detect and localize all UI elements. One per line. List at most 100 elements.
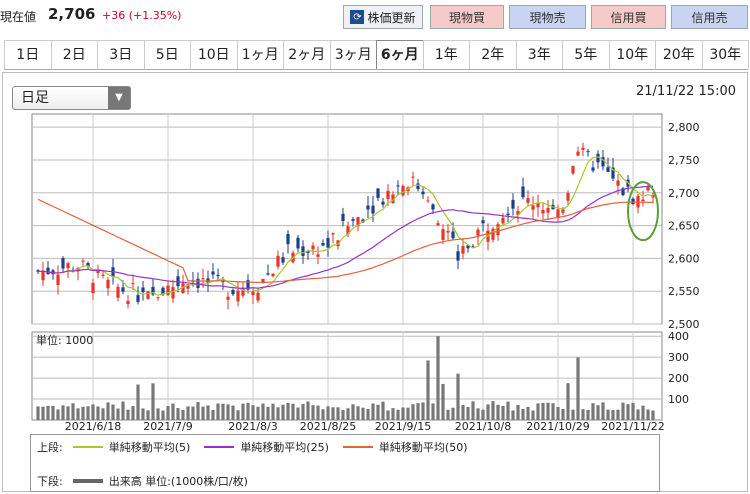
- tab-period[interactable]: 30年: [701, 40, 749, 69]
- candle-body: [346, 226, 350, 235]
- tab-period[interactable]: 5年: [562, 40, 610, 69]
- volume-bar: [106, 402, 110, 420]
- buy-spot-button[interactable]: 現物買: [430, 5, 504, 29]
- candle-body: [616, 180, 620, 186]
- tab-period[interactable]: 10日: [190, 40, 238, 69]
- legend-upper-label: 上段:: [37, 441, 63, 454]
- candle-body: [546, 207, 550, 213]
- tab-period[interactable]: 2年: [469, 40, 517, 69]
- volume-bar: [201, 406, 205, 420]
- volume-bar: [286, 403, 290, 420]
- tab-period[interactable]: 2日: [50, 40, 98, 69]
- volume-bar: [41, 406, 45, 420]
- candle-body: [496, 224, 500, 236]
- tab-period[interactable]: 5日: [143, 40, 191, 69]
- volume-bar: [481, 409, 485, 420]
- volume-bar: [311, 405, 315, 420]
- volume-bar: [241, 403, 245, 420]
- legend-item: 単純移動平均(25): [194, 439, 329, 455]
- tab-period[interactable]: 1ヶ月: [236, 40, 284, 69]
- candle-body: [426, 200, 430, 202]
- candle-body: [451, 231, 455, 239]
- volume-bar: [431, 403, 435, 420]
- volume-bar: [396, 409, 400, 420]
- volume-bar: [251, 405, 255, 420]
- candle-body: [306, 250, 310, 253]
- volume-bar: [246, 402, 250, 420]
- candle-body: [501, 217, 505, 224]
- volume-bar: [271, 403, 275, 420]
- volume-bar: [576, 357, 580, 420]
- candle-body: [216, 274, 220, 277]
- volume-bar: [116, 408, 120, 420]
- tab-period[interactable]: 20年: [655, 40, 703, 69]
- volume-bar: [421, 402, 425, 420]
- interval-select[interactable]: 日足 ▼: [12, 86, 131, 110]
- candle-body: [321, 243, 325, 246]
- candle-body: [491, 228, 495, 240]
- volume-bar: [216, 403, 220, 420]
- volume-bar: [206, 405, 210, 420]
- volume-bar: [526, 406, 530, 420]
- candle-body: [641, 199, 645, 202]
- volume-bar: [586, 409, 590, 420]
- volume-bar: [626, 404, 630, 420]
- candle-body: [46, 267, 50, 275]
- volume-bar: [566, 383, 570, 420]
- volume-bar: [131, 406, 135, 420]
- chart-legend: 上段: 単純移動平均(5) 単純移動平均(25) 単純移動平均(50) 下段: 出来…: [30, 434, 660, 492]
- candle-body: [276, 255, 280, 267]
- chart-datetime: 21/11/22 15:00: [636, 84, 736, 99]
- candle-body: [271, 273, 275, 277]
- candle-body: [586, 151, 590, 153]
- candle-body: [421, 191, 425, 195]
- candle-body: [171, 287, 175, 299]
- volume-bar: [511, 410, 515, 420]
- volume-bar: [86, 406, 90, 420]
- candle-body: [126, 300, 130, 305]
- candle-body: [476, 229, 480, 236]
- sell-margin-button[interactable]: 信用売: [671, 5, 748, 29]
- candle-body: [326, 237, 330, 248]
- candle-body: [511, 199, 515, 209]
- volume-bar: [441, 383, 445, 420]
- tab-period[interactable]: 2ヶ月: [283, 40, 331, 69]
- candle-body: [526, 198, 530, 203]
- candle-body: [366, 205, 370, 210]
- volume-bar: [291, 403, 295, 420]
- volume-bar: [101, 408, 105, 420]
- buy-margin-button[interactable]: 信用買: [591, 5, 666, 29]
- update-price-button[interactable]: ⟳ 株価更新: [343, 5, 423, 29]
- legend-item: 単純移動平均(5): [63, 439, 190, 455]
- volume-bar: [646, 409, 650, 420]
- volume-bar: [236, 410, 240, 420]
- candle-body: [481, 220, 485, 224]
- volume-bar: [176, 408, 180, 420]
- tab-period[interactable]: 3ヶ月: [329, 40, 377, 69]
- price-tick-label: 2,600: [668, 252, 700, 265]
- sell-spot-button[interactable]: 現物売: [509, 5, 586, 29]
- volume-tick-label: 300: [668, 351, 689, 364]
- legend-lower-label: 下段:: [37, 475, 63, 488]
- candle-body: [236, 290, 240, 302]
- tab-period[interactable]: 3日: [97, 40, 145, 69]
- sma50-line: [37, 198, 654, 284]
- candle-body: [506, 213, 510, 216]
- volume-bar: [96, 406, 100, 420]
- candle-body: [571, 166, 575, 174]
- candle-body: [581, 147, 585, 150]
- volume-bar: [516, 405, 520, 420]
- candle-body: [81, 260, 85, 262]
- volume-bar: [341, 410, 345, 420]
- volume-bar: [136, 384, 140, 420]
- volume-bar: [76, 408, 80, 420]
- price-change: +36 (+1.35%): [102, 9, 182, 22]
- candle-body: [241, 288, 245, 296]
- volume-bar: [391, 408, 395, 420]
- candle-body: [36, 270, 40, 272]
- volume-bar: [196, 402, 200, 420]
- candle-body: [351, 219, 355, 221]
- date-tick-label: 2021/8/3: [228, 420, 277, 433]
- tab-period[interactable]: 10年: [608, 40, 656, 69]
- tab-period[interactable]: 6ヶ月: [376, 40, 424, 69]
